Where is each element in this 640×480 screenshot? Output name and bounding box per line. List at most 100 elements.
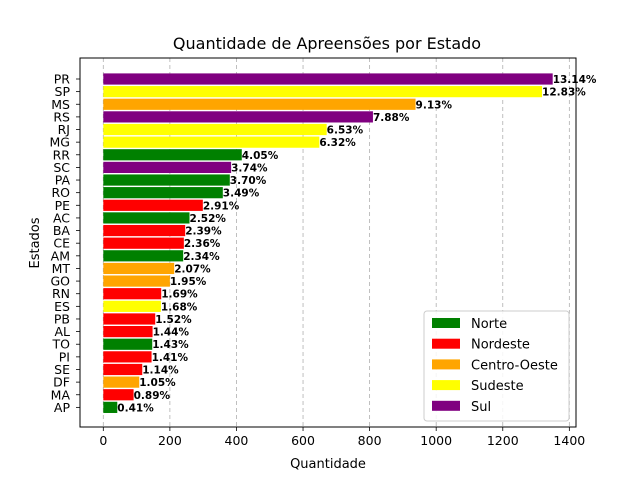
bar-pa <box>103 174 230 186</box>
bar-value-label: 0.41% <box>117 402 154 414</box>
y-tick-label: MS <box>51 97 70 112</box>
bar-ac <box>103 212 190 224</box>
bar-mg <box>103 136 320 148</box>
y-tick-label: PR <box>54 72 71 87</box>
legend-label: Sudeste <box>471 379 524 394</box>
y-tick-label: AC <box>53 210 70 225</box>
x-tick-label: 0 <box>99 433 107 448</box>
bar-pb <box>103 313 156 325</box>
bar-am <box>103 250 184 262</box>
bar-value-label: 1.95% <box>170 276 207 288</box>
y-axis-ticks: PRSPMSRSRJMGRRSCPAROPEACBACEAMMTGORNESPB… <box>50 72 80 415</box>
y-tick-label: MA <box>51 387 71 402</box>
bar-pi <box>103 351 152 363</box>
y-tick-label: PI <box>59 349 70 364</box>
y-tick-label: PB <box>54 311 70 326</box>
bar-value-label: 12.83% <box>542 87 586 99</box>
bar-value-label: 7.88% <box>373 112 410 124</box>
bar-rs <box>103 111 373 123</box>
bar-rn <box>103 288 162 300</box>
bar-ro <box>103 187 223 199</box>
x-axis-ticks: 0 200 400 600 800 1000 1200 1400 <box>99 427 585 448</box>
y-tick-label: RJ <box>58 122 70 137</box>
y-tick-label: DF <box>53 375 70 390</box>
bar-value-label: 2.52% <box>190 213 227 225</box>
x-axis-label: Quantidade <box>290 457 366 472</box>
legend-swatch <box>432 338 460 349</box>
bar-ms <box>103 98 416 110</box>
x-tick-label: 200 <box>158 433 182 448</box>
legend: Norte Nordeste Centro-Oeste Sudeste Sul <box>423 310 570 422</box>
bar-sc <box>103 161 232 174</box>
legend-swatch <box>432 400 460 411</box>
y-tick-label: SC <box>53 160 70 175</box>
y-tick-label: AP <box>54 400 71 415</box>
bar-value-label: 1.69% <box>161 289 198 301</box>
x-tick-label: 600 <box>291 433 315 448</box>
y-tick-label: MG <box>50 135 70 150</box>
x-tick-label: 1200 <box>487 433 519 448</box>
bar-value-label: 3.74% <box>231 162 268 174</box>
bar-to <box>103 338 153 350</box>
y-tick-label: GO <box>50 274 70 289</box>
bar-value-label: 2.36% <box>184 238 221 250</box>
y-tick-label: SP <box>55 84 71 99</box>
bar-value-label: 1.52% <box>155 314 192 326</box>
y-tick-label: TO <box>52 337 71 352</box>
x-tick-label: 400 <box>225 433 249 448</box>
y-tick-label: AM <box>51 248 70 263</box>
bar-mt <box>103 262 175 275</box>
bar-value-label: 3.70% <box>230 175 267 187</box>
x-tick-label: 800 <box>358 433 382 448</box>
bar-df <box>103 376 140 388</box>
bar-rr <box>103 149 242 161</box>
bar-ap <box>103 401 118 413</box>
legend-label: Nordeste <box>471 338 530 353</box>
bar-value-label: 13.14% <box>553 74 597 86</box>
bar-rj <box>103 123 327 136</box>
bars <box>103 73 553 413</box>
bar-pr <box>103 73 553 85</box>
y-tick-label: AL <box>54 324 70 339</box>
y-axis-label: Estados <box>28 217 43 268</box>
y-tick-label: PA <box>55 173 71 188</box>
legend-label: Norte <box>471 317 507 332</box>
bar-value-label: 1.44% <box>153 327 190 339</box>
bar-value-label: 4.05% <box>242 150 279 162</box>
bar-value-label: 9.13% <box>416 99 453 111</box>
legend-swatch <box>432 359 460 370</box>
y-tick-label: RO <box>51 185 70 200</box>
bar-go <box>103 275 170 287</box>
y-tick-label: CE <box>53 236 70 251</box>
bar-se <box>103 363 143 376</box>
y-tick-label: RR <box>53 147 71 162</box>
bar-ba <box>103 224 186 237</box>
chart-title: Quantidade de Apreensões por Estado <box>173 34 481 53</box>
bar-sp <box>103 86 543 98</box>
legend-label: Centro-Oeste <box>471 358 558 373</box>
bar-ma <box>103 389 134 401</box>
plot-frame <box>79 57 577 428</box>
y-tick-label: SE <box>54 362 70 377</box>
bar-value-label: 2.39% <box>185 226 222 238</box>
bar-value-labels: 13.14%12.83%9.13%7.88%6.53%6.32%4.05%3.7… <box>117 74 597 414</box>
y-tick-label: MT <box>52 261 71 276</box>
legend-box <box>423 310 570 422</box>
y-tick-label: RN <box>52 286 70 301</box>
bar-value-label: 3.49% <box>223 188 260 200</box>
y-tick-label: PE <box>55 198 71 213</box>
bar-value-label: 1.43% <box>152 339 189 351</box>
x-tick-label: 1400 <box>553 433 585 448</box>
bar-value-label: 0.89% <box>134 390 171 402</box>
x-tick-label: 1000 <box>420 433 452 448</box>
bar-pe <box>103 199 203 211</box>
bar-al <box>103 326 153 338</box>
bar-value-label: 2.91% <box>203 200 240 212</box>
bar-value-label: 2.07% <box>174 263 211 275</box>
bar-value-label: 6.53% <box>327 125 364 137</box>
bar-value-label: 6.32% <box>319 137 356 149</box>
bar-value-label: 1.05% <box>139 377 176 389</box>
bar-value-label: 1.14% <box>142 364 179 376</box>
legend-label: Sul <box>471 400 491 415</box>
